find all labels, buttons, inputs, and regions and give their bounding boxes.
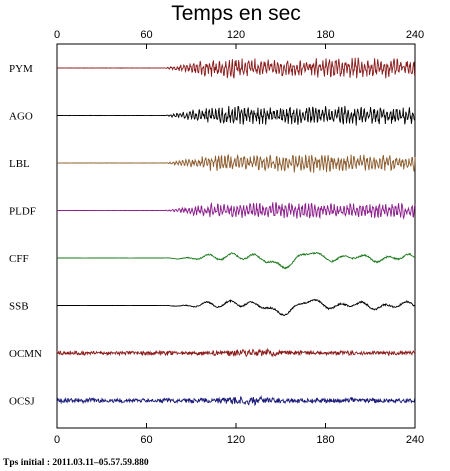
trace-pym: [57, 57, 416, 79]
station-label-ssb: SSB: [9, 301, 29, 313]
station-label-ocmn: OCMN: [9, 348, 42, 360]
station-label-lbl: LBL: [9, 158, 30, 170]
station-label-ocsj: OCSJ: [9, 396, 35, 408]
station-label-ago: AGO: [9, 111, 33, 123]
initial-time-footer: Tps initial : 2011.03.11–05.57.59.880: [3, 458, 149, 468]
station-label-cff: CFF: [9, 253, 29, 265]
trace-ago: [56, 105, 416, 126]
chart-title: Temps en sec: [171, 2, 301, 25]
trace-group: [56, 57, 416, 406]
top-tick-label: 180: [316, 29, 334, 41]
bottom-tick-label: 240: [406, 434, 424, 446]
trace-ssb: [57, 298, 416, 317]
trace-cff: [57, 251, 416, 270]
top-tick-label: 60: [140, 29, 152, 41]
station-labels: PYM AGO LBL PLDF CFF SSB OCMN OCSJ: [9, 63, 42, 408]
top-tick-label: 0: [54, 29, 60, 41]
top-tick-label: 240: [406, 29, 424, 41]
top-tick-label: 120: [227, 29, 245, 41]
trace-lbl: [56, 153, 416, 173]
bottom-x-axis: 0 60 120 180 240: [54, 423, 424, 446]
trace-ocmn: [56, 347, 416, 358]
trace-ocsj: [56, 394, 416, 406]
bottom-tick-label: 120: [227, 434, 245, 446]
bottom-tick-label: 60: [140, 434, 152, 446]
trace-pldf: [56, 201, 416, 220]
station-label-pldf: PLDF: [9, 206, 36, 218]
station-label-pym: PYM: [9, 63, 33, 75]
top-x-axis: 0 60 120 180 240: [54, 29, 424, 49]
bottom-tick-label: 0: [54, 434, 60, 446]
plot-frame: [56, 43, 416, 429]
bottom-tick-label: 180: [316, 434, 334, 446]
